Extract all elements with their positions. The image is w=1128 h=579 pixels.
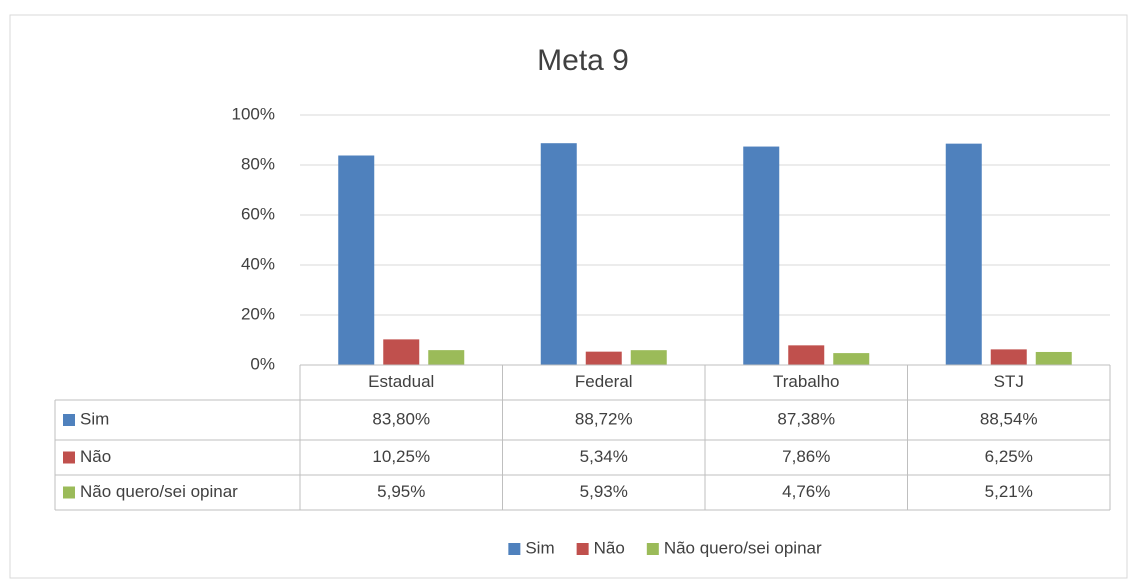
table-cell: 7,86%: [782, 447, 830, 466]
bar: [833, 353, 870, 365]
table-cell: 5,95%: [377, 482, 425, 501]
bar: [945, 143, 982, 365]
table-row-label: Sim: [80, 409, 109, 428]
y-tick-label: 20%: [241, 304, 275, 323]
legend-key: [576, 543, 589, 555]
legend-label: Não quero/sei opinar: [664, 538, 822, 557]
bar: [428, 350, 465, 365]
table-row-label: Não: [80, 447, 111, 466]
table-cell: 88,72%: [575, 409, 633, 428]
y-tick-label: 60%: [241, 204, 275, 223]
legend-label: Não: [594, 538, 625, 557]
table-cell: 87,38%: [777, 409, 835, 428]
table-cell: 6,25%: [985, 447, 1033, 466]
legend-key: [508, 543, 521, 555]
table-cell: 83,80%: [372, 409, 430, 428]
table-cell: 5,21%: [985, 482, 1033, 501]
table-cell: 88,54%: [980, 409, 1038, 428]
table-cell: 10,25%: [372, 447, 430, 466]
y-tick-label: 0%: [250, 354, 275, 373]
table-legend-key: [63, 486, 75, 499]
x-tick-label: STJ: [994, 372, 1024, 391]
y-tick-label: 100%: [232, 104, 275, 123]
bar: [1035, 351, 1072, 365]
y-tick-label: 80%: [241, 154, 275, 173]
bar: [743, 146, 780, 365]
table-row-label: Não quero/sei opinar: [80, 482, 238, 501]
y-tick-label: 40%: [241, 254, 275, 273]
bar: [630, 350, 667, 365]
table-legend-key: [63, 451, 75, 464]
table-legend-key: [63, 414, 75, 426]
x-tick-label: Trabalho: [773, 372, 839, 391]
bar: [540, 143, 577, 365]
chart-title: Meta 9: [537, 44, 629, 77]
legend-label: Sim: [525, 538, 554, 557]
table-cell: 5,34%: [580, 447, 628, 466]
table-cell: 5,93%: [580, 482, 628, 501]
bar: [788, 345, 825, 365]
legend-key: [646, 543, 659, 555]
bar: [383, 339, 420, 365]
bar: [585, 351, 622, 365]
bar: [990, 349, 1027, 365]
bar: [338, 155, 375, 365]
table-cell: 4,76%: [782, 482, 830, 501]
x-tick-label: Estadual: [368, 372, 434, 391]
x-tick-label: Federal: [575, 372, 633, 391]
